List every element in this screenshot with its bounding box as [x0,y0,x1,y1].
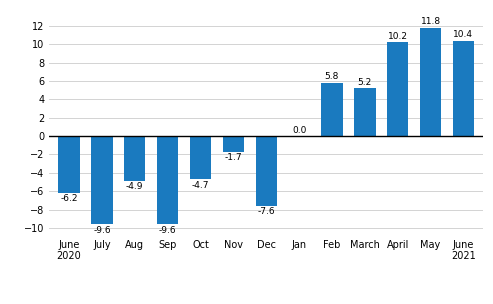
Text: 5.8: 5.8 [325,72,339,81]
Text: 11.8: 11.8 [421,17,441,26]
Text: 5.2: 5.2 [358,78,372,87]
Bar [58,136,80,193]
Text: -7.6: -7.6 [257,207,275,216]
Bar [124,136,145,181]
Bar [255,136,277,206]
Text: 0.0: 0.0 [292,126,306,135]
Bar [190,136,211,179]
Text: -4.7: -4.7 [192,181,209,190]
Bar [91,136,112,224]
Bar [354,88,376,136]
Bar [321,83,343,136]
Text: -9.6: -9.6 [93,226,111,235]
Bar [223,136,244,152]
Text: -6.2: -6.2 [60,195,78,203]
Bar [387,43,408,136]
Bar [157,136,178,224]
Text: 10.2: 10.2 [387,32,408,41]
Text: 10.4: 10.4 [454,30,473,39]
Text: -9.6: -9.6 [159,226,176,235]
Text: -4.9: -4.9 [126,182,143,192]
Text: -1.7: -1.7 [224,153,242,162]
Bar [420,28,441,136]
Bar [453,41,474,136]
